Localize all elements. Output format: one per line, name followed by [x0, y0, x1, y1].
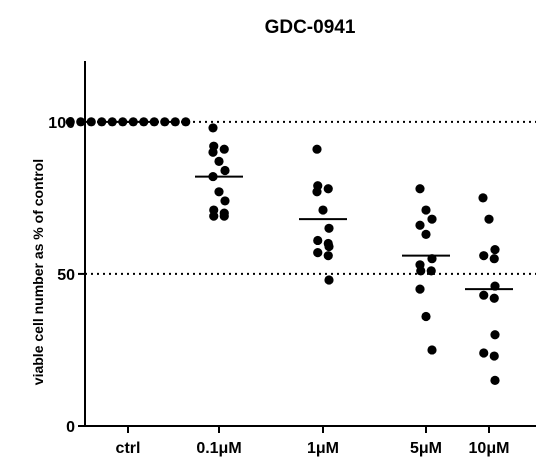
data-point [181, 117, 191, 127]
data-point [160, 117, 170, 127]
data-point [220, 196, 230, 206]
data-point [324, 223, 334, 233]
data-point [219, 144, 229, 154]
data-point [214, 187, 224, 197]
data-point [313, 248, 323, 258]
data-point [484, 214, 494, 224]
data-point [318, 205, 328, 215]
data-point [427, 214, 437, 224]
data-marks [65, 117, 513, 385]
data-point [490, 244, 500, 255]
x-tick-label-3: 5μM [410, 440, 442, 457]
reference-lines [85, 120, 536, 275]
data-point [312, 144, 322, 154]
data-point [323, 184, 333, 194]
data-point [208, 123, 218, 133]
data-point [76, 117, 86, 127]
data-point [478, 193, 488, 203]
data-point [170, 117, 180, 127]
data-point [489, 254, 499, 264]
data-point [421, 229, 431, 239]
data-point [219, 211, 229, 221]
data-point [208, 147, 218, 157]
data-point [489, 293, 499, 303]
data-point [421, 205, 431, 215]
data-point [313, 235, 323, 246]
data-point [220, 165, 230, 176]
data-point [324, 241, 334, 252]
data-point [97, 117, 107, 127]
data-point [415, 220, 425, 230]
data-point [426, 266, 436, 276]
data-point [209, 211, 219, 221]
data-point [415, 284, 425, 294]
x-tick-label-2: 1μM [307, 440, 339, 457]
data-point [149, 117, 159, 127]
chart-title: GDC-0941 [265, 17, 356, 38]
data-point [86, 117, 96, 127]
x-tick-label-1: 0.1μM [196, 440, 241, 457]
data-point [415, 184, 425, 194]
x-tick-label-4: 10μM [469, 440, 510, 457]
data-point [312, 187, 322, 197]
data-point [416, 266, 426, 276]
data-point [490, 330, 500, 340]
y-axis-label: viable cell number as % of control [30, 159, 46, 385]
data-point [479, 348, 489, 358]
y-tick-label-50: 50 [57, 267, 75, 284]
data-point [479, 290, 489, 300]
data-point [324, 275, 334, 285]
data-point [214, 156, 224, 166]
data-point [421, 311, 431, 322]
data-point [323, 251, 333, 261]
data-point [490, 375, 500, 385]
data-point [489, 351, 499, 361]
data-point [65, 117, 75, 127]
y-tick-label-0: 0 [66, 419, 75, 436]
data-point [479, 251, 489, 261]
data-point [427, 345, 437, 355]
x-tick-label-0: ctrl [116, 440, 141, 457]
